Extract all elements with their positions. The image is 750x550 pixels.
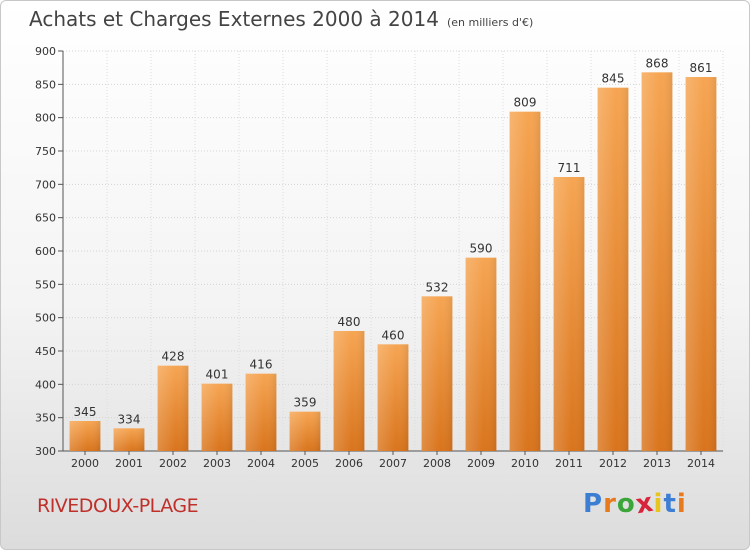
place-name: RIVEDOUX-PLAGE xyxy=(37,495,199,517)
logo-letter: i xyxy=(653,489,664,519)
bar-shade xyxy=(597,87,629,452)
data-label: 809 xyxy=(514,96,537,110)
x-tick-label: 2014 xyxy=(687,457,715,470)
proxiti-logo: Proxiti xyxy=(583,488,687,521)
x-tick-label: 2003 xyxy=(203,457,231,470)
x-tick-label: 2001 xyxy=(115,457,143,470)
grid-layer xyxy=(58,50,724,455)
labels-layer: 300 350 400 450 500 550 600 650 700 750 800 850 900 3… xyxy=(35,45,715,470)
logo-letter: i xyxy=(676,489,687,519)
bar-shade xyxy=(641,72,673,451)
y-tick-label: 350 xyxy=(35,412,56,425)
data-label: 428 xyxy=(162,350,185,364)
y-tick-label: 650 xyxy=(35,212,56,225)
y-tick-label: 400 xyxy=(35,378,56,391)
bar-shade xyxy=(377,344,409,451)
bar-shade xyxy=(465,257,497,451)
bar-shade xyxy=(685,77,717,451)
y-tick-label: 550 xyxy=(35,278,56,291)
y-tick-label: 900 xyxy=(35,45,56,58)
chart-title: Achats et Charges Externes 2000 à 2014 (e… xyxy=(29,7,533,31)
x-tick-label: 2013 xyxy=(643,457,671,470)
x-tick-label: 2006 xyxy=(335,457,363,470)
data-label: 460 xyxy=(382,328,405,342)
data-label: 401 xyxy=(206,368,229,382)
data-label: 711 xyxy=(558,161,581,175)
bar-shade xyxy=(245,373,277,451)
logo-letter: P xyxy=(583,489,604,519)
bar-shade xyxy=(333,331,365,451)
y-tick-label: 850 xyxy=(35,78,56,91)
x-tick-label: 2005 xyxy=(291,457,319,470)
data-label: 845 xyxy=(602,72,625,86)
logo-letter: t xyxy=(663,489,677,519)
data-label: 590 xyxy=(470,242,493,256)
bars-layer xyxy=(69,72,717,452)
x-tick-label: 2009 xyxy=(467,457,495,470)
y-tick-label: 750 xyxy=(35,145,56,158)
bar-shade xyxy=(157,365,189,451)
x-tick-label: 2007 xyxy=(379,457,407,470)
logo-letter: o xyxy=(616,489,636,519)
x-tick-label: 2000 xyxy=(71,457,99,470)
y-tick-label: 800 xyxy=(35,112,56,125)
chart-unit: (en milliers d'€) xyxy=(446,16,534,29)
data-label: 416 xyxy=(250,358,273,372)
x-tick-label: 2010 xyxy=(511,457,539,470)
y-tick-label: 700 xyxy=(35,178,56,191)
bar-shade xyxy=(113,428,145,451)
x-tick-label: 2008 xyxy=(423,457,451,470)
x-tick-label: 2002 xyxy=(159,457,187,470)
data-label: 868 xyxy=(646,56,669,70)
y-tick-label: 450 xyxy=(35,345,56,358)
bar-shade xyxy=(421,296,453,451)
bar-shade xyxy=(553,177,585,451)
bar-shade xyxy=(509,111,541,452)
x-tick-label: 2004 xyxy=(247,457,275,470)
y-tick-label: 300 xyxy=(35,445,56,458)
data-label: 861 xyxy=(690,61,713,75)
bar-shade xyxy=(69,421,101,451)
bar-shade xyxy=(201,383,233,451)
chart-title-text: Achats et Charges Externes 2000 à 2014 xyxy=(29,7,439,31)
x-tick-label: 2012 xyxy=(599,457,627,470)
x-tick-label: 2011 xyxy=(555,457,583,470)
logo-letter: r xyxy=(603,489,617,519)
data-label: 480 xyxy=(338,315,361,329)
bar-shade xyxy=(289,411,321,451)
data-label: 532 xyxy=(426,280,449,294)
y-tick-label: 500 xyxy=(35,312,56,325)
data-label: 359 xyxy=(294,396,317,410)
y-tick-label: 600 xyxy=(35,245,56,258)
data-label: 334 xyxy=(118,412,141,426)
data-label: 345 xyxy=(74,405,97,419)
